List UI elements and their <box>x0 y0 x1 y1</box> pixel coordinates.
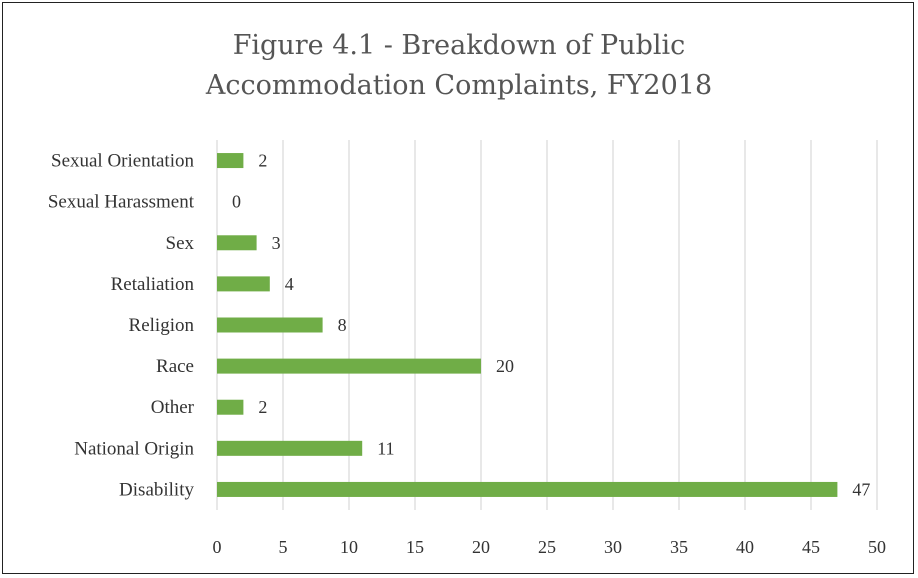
x-tick-label: 50 <box>868 537 886 557</box>
x-tick-label: 20 <box>472 537 490 557</box>
data-label: 8 <box>338 315 347 335</box>
bar-other <box>217 399 244 415</box>
bar-sexual-orientation <box>217 153 244 169</box>
x-tick-label: 15 <box>406 537 424 557</box>
data-label: 20 <box>496 356 514 376</box>
chart-title-line1: Figure 4.1 - Breakdown of Public <box>232 30 686 61</box>
data-label: 3 <box>272 233 281 253</box>
bars <box>217 153 838 497</box>
category-label: Race <box>156 356 194 377</box>
bar-national-origin <box>217 440 363 456</box>
category-labels: Disability National Origin Other Race Religi… <box>48 151 195 501</box>
bar-sex <box>217 235 257 251</box>
data-label: 2 <box>258 397 267 417</box>
x-tick-label: 5 <box>279 537 288 557</box>
bar-race <box>217 358 481 374</box>
category-label: Religion <box>129 315 195 336</box>
x-tick-label: 40 <box>736 537 754 557</box>
chart-title-line2: Accommodation Complaints, FY2018 <box>205 70 713 101</box>
x-tick-labels: 0 5 10 15 20 25 30 35 40 45 50 <box>213 537 887 557</box>
data-label: 2 <box>258 151 267 171</box>
data-label: 11 <box>377 438 394 458</box>
x-tick-label: 25 <box>538 537 556 557</box>
data-label: 4 <box>285 274 294 294</box>
x-tick-label: 0 <box>213 537 222 557</box>
category-label: Sexual Orientation <box>51 151 194 172</box>
category-label: Other <box>151 397 195 418</box>
bar-retaliation <box>217 276 270 292</box>
category-label: National Origin <box>74 438 194 459</box>
category-label: Retaliation <box>111 274 195 295</box>
data-labels: 47 11 2 20 8 4 3 0 2 <box>232 151 870 500</box>
category-label: Sex <box>166 233 195 254</box>
bar-disability <box>217 481 838 497</box>
x-tick-label: 35 <box>670 537 688 557</box>
chart-title: Figure 4.1 - Breakdown of Public Accommo… <box>0 26 918 106</box>
x-tick-label: 30 <box>604 537 622 557</box>
bar-religion <box>217 317 323 333</box>
x-tick-label: 10 <box>340 537 358 557</box>
category-label: Disability <box>119 479 194 500</box>
data-label: 0 <box>232 192 241 212</box>
data-label: 47 <box>852 479 870 499</box>
x-tick-label: 45 <box>802 537 820 557</box>
category-label: Sexual Harassment <box>48 192 195 213</box>
